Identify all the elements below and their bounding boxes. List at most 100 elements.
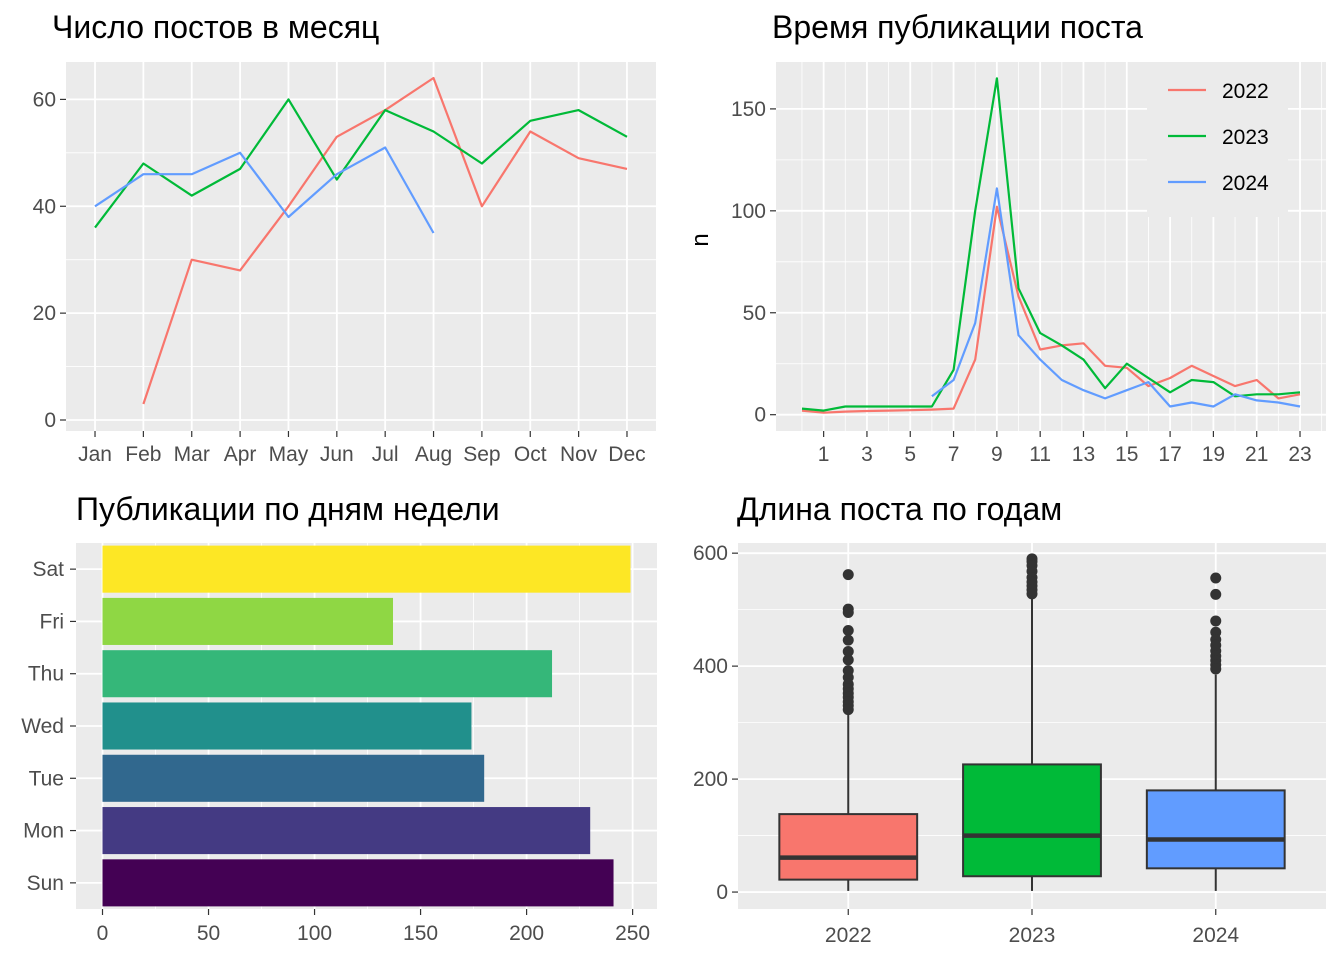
series-line-2 xyxy=(94,146,435,234)
bar-mon xyxy=(102,807,591,855)
outlier-point-2022 xyxy=(842,654,854,666)
legend-label-2022: 2022 xyxy=(1222,80,1269,103)
post-length-axes: 0 200 400 600 2022 2023 2024 xyxy=(693,542,1239,947)
x-tick-label: 23 xyxy=(1288,443,1311,466)
monthly-posts-title: Число постов в месяц xyxy=(52,9,379,45)
x-tick-label: Oct xyxy=(514,443,547,466)
outlier-point-2022 xyxy=(842,569,854,581)
weekday-posts-bars xyxy=(102,545,631,907)
outlier-point-2022 xyxy=(842,645,854,657)
x-tick-label: 100 xyxy=(297,922,332,945)
hourly-posts-title: Время публикации поста xyxy=(772,9,1143,45)
outlier-point-2022 xyxy=(842,606,854,618)
outlier-point-2022 xyxy=(842,704,854,716)
x-tick-label: 250 xyxy=(615,922,650,945)
outlier-point-2024 xyxy=(1210,572,1222,584)
x-tick-label: 1 xyxy=(818,443,830,466)
outlier-point-2024 xyxy=(1210,615,1222,627)
post-length-boxes xyxy=(778,553,1286,891)
x-tick-label: 3 xyxy=(861,443,873,466)
x-tick-label: Feb xyxy=(125,443,161,466)
x-tick-label: 7 xyxy=(948,443,960,466)
x-tick-label: 0 xyxy=(97,922,109,945)
x-tick-label: May xyxy=(269,443,309,466)
monthly-posts-plot-area xyxy=(66,62,656,431)
y-tick-label: 20 xyxy=(33,302,56,325)
y-tick-label: 50 xyxy=(743,302,766,325)
y-tick-label: Sat xyxy=(32,558,64,581)
bar-thu xyxy=(102,650,553,698)
bar-sat xyxy=(102,545,631,593)
x-tick-label: Mar xyxy=(174,443,210,466)
x-tick-label: 5 xyxy=(904,443,916,466)
hourly-posts-legend: 2022 2023 2024 xyxy=(1147,62,1288,217)
x-tick-label: 150 xyxy=(403,922,438,945)
x-tick-label: 11 xyxy=(1029,443,1051,466)
outlier-point-2022 xyxy=(842,625,854,637)
outlier-point-2023 xyxy=(1026,588,1038,600)
y-tick-label: Sun xyxy=(27,872,64,895)
x-tick-label: 2024 xyxy=(1192,924,1239,947)
y-tick-label: Fri xyxy=(40,610,65,633)
box-2024 xyxy=(1145,789,1286,870)
x-tick-label: Jun xyxy=(320,443,354,466)
y-tick-label: Wed xyxy=(21,715,64,738)
y-tick-label: Mon xyxy=(23,820,64,843)
y-tick-label: 400 xyxy=(693,655,728,678)
x-tick-label: 17 xyxy=(1158,443,1181,466)
monthly-posts-lines xyxy=(94,76,628,405)
bar-fri xyxy=(102,597,394,645)
series-line-1 xyxy=(94,98,628,229)
hourly-posts-lines xyxy=(801,77,1301,414)
y-tick-label: 60 xyxy=(33,88,56,111)
monthly-posts-axes: 0 20 40 60 Jan Feb Mar Apr May Jun Jul Aug Sep Oct Nov… xyxy=(33,88,646,466)
x-tick-label: Nov xyxy=(560,443,598,466)
box-2023 xyxy=(962,763,1102,878)
weekday-posts-panel: Публикации по дням недели 0 50 100 150 200 25… xyxy=(21,491,657,945)
legend-label-2024: 2024 xyxy=(1222,172,1269,195)
monthly-posts-panel: Число постов в месяц 0 20 40 60 Jan Feb Mar Apr… xyxy=(33,9,656,466)
monthly-posts-grid xyxy=(66,62,656,431)
box-2022 xyxy=(778,813,919,881)
weekday-posts-axes: 0 50 100 150 200 250 Sun Mon Tue Wed Thu Fri Sat xyxy=(21,558,650,945)
y-tick-label: 100 xyxy=(731,200,766,223)
x-tick-label: 2023 xyxy=(1009,924,1056,947)
y-tick-label: 0 xyxy=(716,881,728,904)
y-tick-label: 40 xyxy=(33,195,56,218)
x-tick-label: 21 xyxy=(1245,443,1268,466)
x-tick-label: Sep xyxy=(463,443,500,466)
y-tick-label: 200 xyxy=(693,768,728,791)
y-tick-label: 0 xyxy=(754,404,766,427)
y-tick-label: 150 xyxy=(731,98,766,121)
bar-wed xyxy=(102,702,472,750)
x-tick-label: Apr xyxy=(224,443,257,466)
x-tick-label: 2022 xyxy=(825,924,872,947)
x-tick-label: 9 xyxy=(991,443,1003,466)
series-line-2022 xyxy=(801,205,1301,414)
y-tick-label: 0 xyxy=(44,409,56,432)
y-tick-label: 600 xyxy=(693,542,728,565)
bar-tue xyxy=(102,754,485,802)
x-tick-label: 13 xyxy=(1072,443,1095,466)
post-length-title: Длина поста по годам xyxy=(737,491,1062,527)
x-tick-label: Jan xyxy=(78,443,112,466)
x-tick-label: 50 xyxy=(197,922,220,945)
post-length-panel: Длина поста по годам 0 200 400 600 2022 2023 2… xyxy=(693,491,1326,947)
x-tick-label: 200 xyxy=(509,922,544,945)
outlier-point-2024 xyxy=(1210,663,1222,675)
x-tick-label: Jul xyxy=(372,443,399,466)
x-tick-label: Dec xyxy=(608,443,645,466)
x-tick-label: Aug xyxy=(415,443,452,466)
x-tick-label: 19 xyxy=(1202,443,1225,466)
series-line-2023 xyxy=(801,77,1301,412)
y-tick-label: Thu xyxy=(28,663,64,686)
weekday-posts-title: Публикации по дням недели xyxy=(76,491,500,527)
legend-box xyxy=(1147,62,1288,217)
outlier-point-2024 xyxy=(1210,588,1222,600)
legend-label-2023: 2023 xyxy=(1222,126,1269,149)
series-line-2024 xyxy=(931,187,1301,408)
x-tick-label: 15 xyxy=(1115,443,1138,466)
